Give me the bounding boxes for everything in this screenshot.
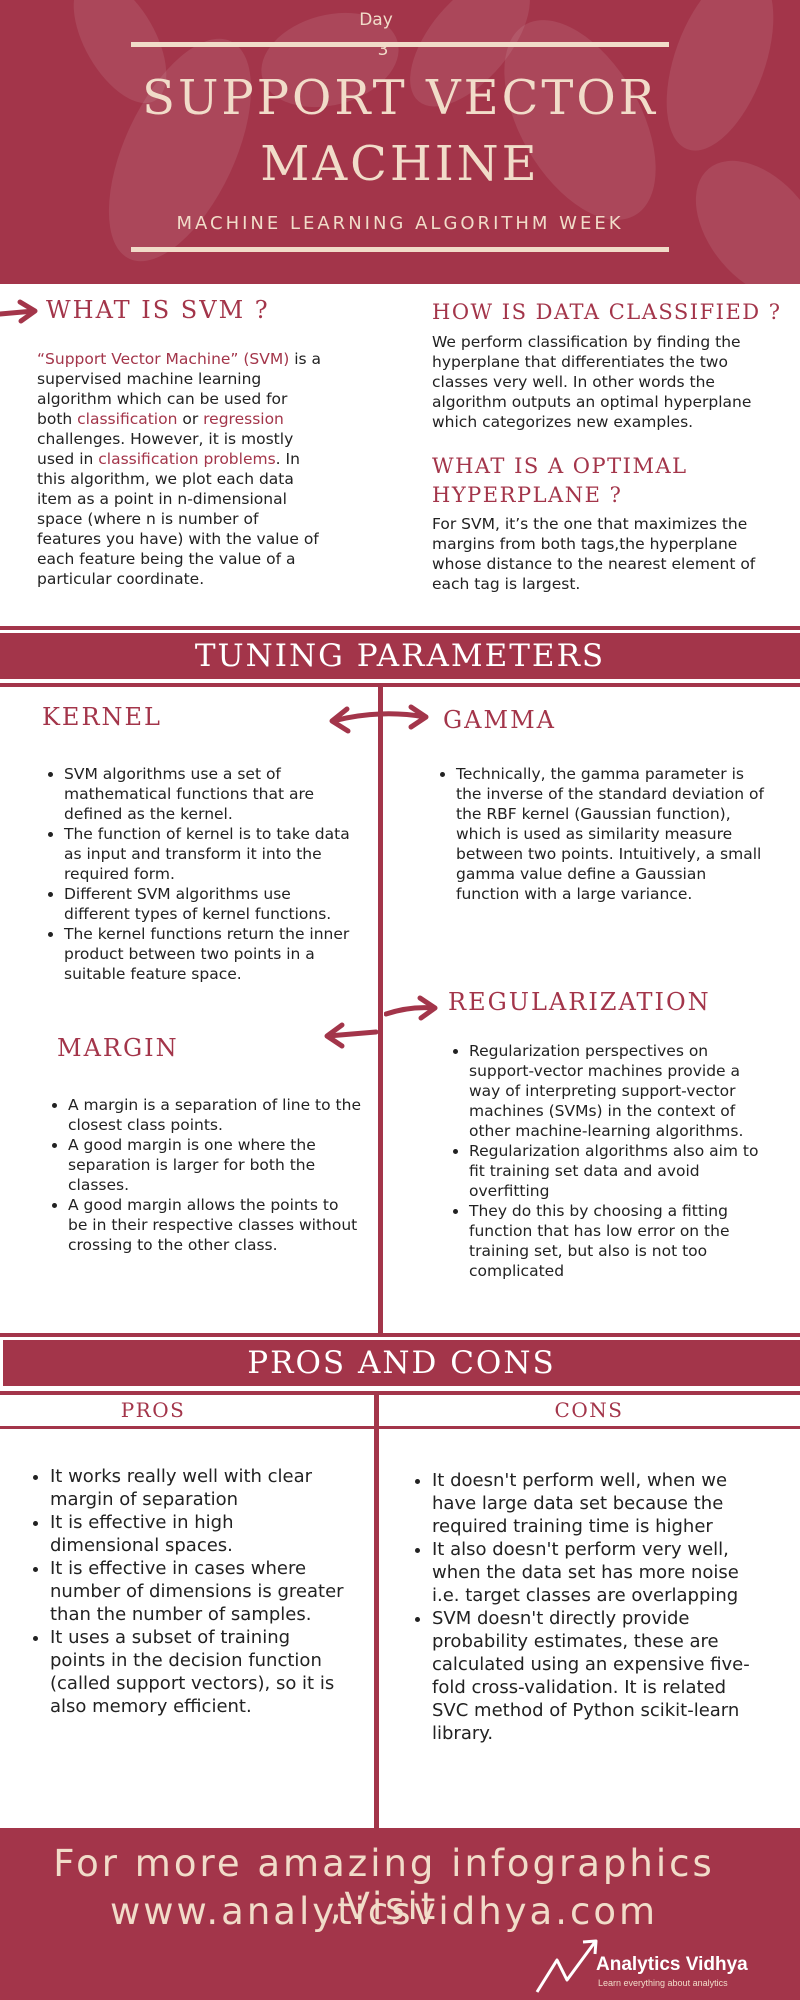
list-item: A good margin allows the points to be in… xyxy=(68,1195,362,1255)
page-subtitle: MACHINE LEARNING ALGORITHM WEEK xyxy=(176,213,624,234)
list-item: Regularization perspectives on support-v… xyxy=(469,1041,763,1141)
optimal-hyperplane-text: For SVM, it’s the one that maximizes the… xyxy=(432,515,756,593)
kernel-heading: KERNEL xyxy=(42,703,162,731)
list-item: It is effective in cases where number of… xyxy=(50,1557,348,1626)
list-item: Regularization algorithms also aim to fi… xyxy=(469,1141,763,1201)
header-banner: Day 3 SUPPORT VECTOR MACHINE MACHINE LEA… xyxy=(0,0,800,284)
list-item: SVM algorithms use a set of mathematical… xyxy=(64,764,358,824)
optimal-hyperplane-heading-line2: HYPERPLANE ? xyxy=(432,483,623,507)
tuning-banner-title: TUNING PARAMETERS xyxy=(194,638,606,674)
regularization-list: Regularization perspectives on support-v… xyxy=(447,1041,763,1281)
tuning-banner: TUNING PARAMETERS xyxy=(0,633,800,679)
footer-website-link[interactable]: www.analyticsvidhya.com xyxy=(110,1890,658,1933)
cons-list: It doesn't perform well, when we have la… xyxy=(410,1469,765,1745)
regression-term: regression xyxy=(203,410,284,428)
bottom-rule xyxy=(131,247,669,252)
svm-term: “Support Vector Machine” (SVM) xyxy=(37,350,290,368)
list-item: A good margin is one where the separatio… xyxy=(68,1135,362,1195)
optimal-hyperplane-heading-line1: WHAT IS A OPTIMAL xyxy=(432,454,688,478)
pros-cons-center-divider xyxy=(374,1394,379,1828)
pros-cons-header-rule xyxy=(0,1426,800,1429)
list-item: Technically, the gamma parameter is the … xyxy=(456,764,764,904)
what-is-svm-heading: WHAT IS SVM ? xyxy=(46,296,270,324)
footer-line1: For more amazing infographics ,Visit xyxy=(53,1842,715,1928)
pros-cons-banner-title: PROS AND CONS xyxy=(247,1345,556,1381)
list-item: It is effective in high dimensional spac… xyxy=(50,1511,348,1557)
day-label: Day xyxy=(359,10,393,30)
tuning-bottom-rule xyxy=(0,683,800,687)
arrow-right-icon xyxy=(0,299,38,324)
gamma-list: Technically, the gamma parameter is the … xyxy=(434,764,764,904)
gamma-heading: GAMMA xyxy=(443,706,556,734)
pros-list: It works really well with clear margin o… xyxy=(28,1465,348,1718)
arrow-right-icon xyxy=(384,995,438,1021)
classification-term: classification xyxy=(77,410,178,428)
classification-problems-term: classification problems xyxy=(98,450,276,468)
double-arrow-icon xyxy=(329,704,429,734)
list-item: The kernel functions return the inner pr… xyxy=(64,924,358,984)
arrow-left-icon xyxy=(324,1022,378,1049)
pros-heading: PROS xyxy=(120,1398,186,1422)
list-item: It works really well with clear margin o… xyxy=(50,1465,348,1511)
leaf-decoration xyxy=(73,0,800,284)
list-item: It also doesn't perform very well, when … xyxy=(432,1538,765,1607)
top-rule xyxy=(131,42,669,47)
tuning-center-divider xyxy=(378,683,383,1333)
svm-text-b: challenges. However, it is mostly used i… xyxy=(37,430,294,468)
list-item: SVM doesn't directly provide probability… xyxy=(432,1607,765,1745)
pros-cons-top-rule xyxy=(0,1333,800,1337)
list-item: It uses a subset of training points in t… xyxy=(50,1626,348,1718)
margin-heading: MARGIN xyxy=(57,1034,179,1062)
list-item: The function of kernel is to take data a… xyxy=(64,824,358,884)
svm-text-c: . In this algorithm, we plot each data i… xyxy=(37,450,319,588)
svm-text-or: or xyxy=(177,410,204,428)
cons-heading: CONS xyxy=(554,1398,624,1422)
page-title-line2: MACHINE xyxy=(260,136,540,192)
list-item: They do this by choosing a fitting funct… xyxy=(469,1201,763,1281)
how-classified-heading: HOW IS DATA CLASSIFIED ? xyxy=(432,300,782,324)
svm-text-a: is a supervised machine learning algorit… xyxy=(37,350,322,428)
analytics-vidhya-logo-icon xyxy=(535,1939,598,1993)
pros-cons-bottom-rule xyxy=(0,1391,800,1395)
day-number: 3 xyxy=(377,40,389,60)
brand-name: Analytics Vidhya xyxy=(596,1954,748,1975)
how-classified-text: We perform classification by finding the… xyxy=(432,333,752,431)
page-title-line1: SUPPORT VECTOR xyxy=(142,70,658,126)
kernel-list: SVM algorithms use a set of mathematical… xyxy=(42,764,358,984)
list-item: A margin is a separation of line to the … xyxy=(68,1095,362,1135)
tuning-top-rule xyxy=(0,626,800,630)
brand-tagline: Learn everything about analytics xyxy=(598,1978,728,1988)
regularization-heading: REGULARIZATION xyxy=(448,988,711,1016)
list-item: It doesn't perform well, when we have la… xyxy=(432,1469,765,1538)
what-is-svm-text: “Support Vector Machine” (SVM) is a supe… xyxy=(37,349,327,589)
footer-banner: For more amazing infographics ,Visit www… xyxy=(0,1828,800,2000)
list-item: Different SVM algorithms use different t… xyxy=(64,884,358,924)
margin-list: A margin is a separation of line to the … xyxy=(46,1095,362,1255)
pros-cons-banner: PROS AND CONS xyxy=(3,1340,800,1386)
